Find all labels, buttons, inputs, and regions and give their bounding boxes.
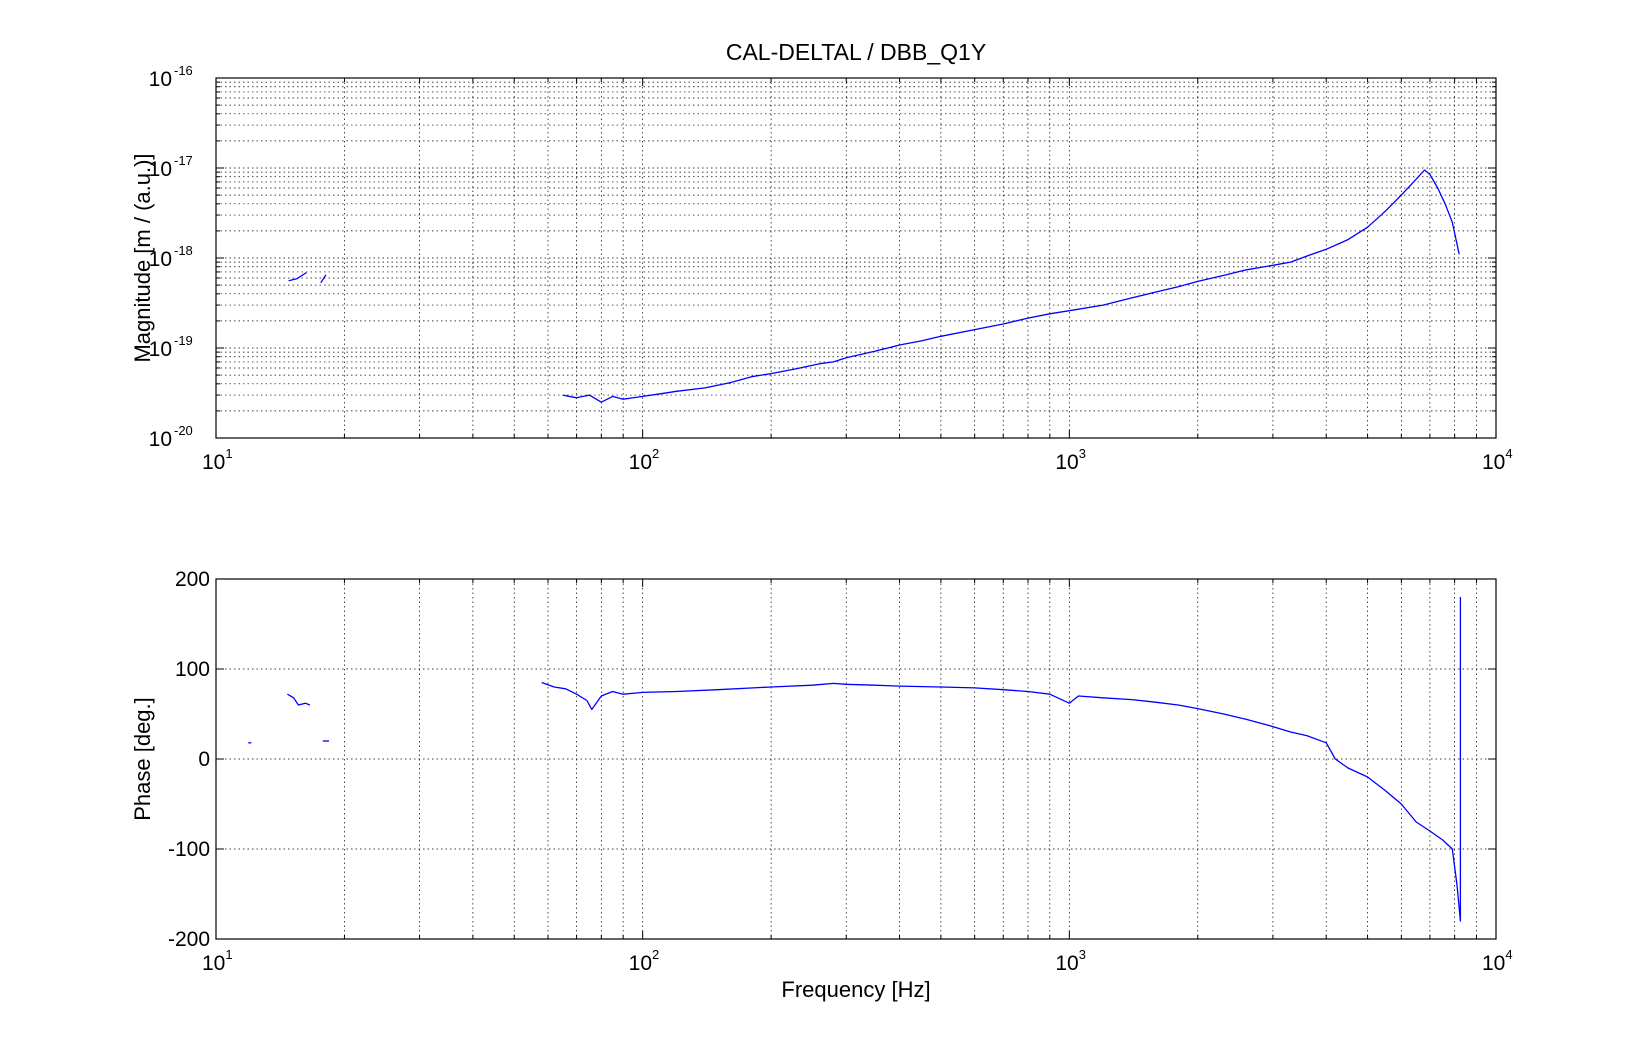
x-tick-exponent: 2 [652, 947, 659, 962]
y-tick-exponent: -16 [174, 63, 193, 78]
x-tick-label: 103 [1055, 947, 1086, 975]
chart-title: CAL-DELTAL / DBB_Q1Y [726, 39, 986, 65]
x-tick-exponent: 3 [1079, 947, 1086, 962]
phase-y-axis-label: Phase [deg.] [130, 697, 155, 821]
series-line [288, 271, 307, 282]
y-tick-label: 10 [149, 248, 172, 271]
phase-data [248, 597, 1462, 922]
x-tick-label: 104 [1482, 446, 1513, 474]
y-tick-label: 100 [175, 658, 210, 681]
y-tick-exponent: -17 [174, 153, 193, 168]
x-tick-label: 101 [202, 446, 233, 474]
phase-tick-marks [216, 578, 1496, 940]
x-tick-label: 102 [629, 947, 660, 975]
series-line [541, 597, 1462, 922]
y-tick-label: 200 [175, 568, 210, 591]
x-tick-label: 104 [1482, 947, 1513, 975]
magnitude-data [288, 169, 1460, 403]
y-tick-label: -200 [168, 928, 210, 951]
x-tick-exponent: 3 [1079, 446, 1086, 461]
phase-grid [216, 579, 1496, 939]
y-tick-exponent: -18 [174, 243, 193, 258]
x-tick-label: 103 [1055, 446, 1086, 474]
y-tick-label: 10 [149, 338, 172, 361]
magnitude-grid [216, 78, 1496, 438]
x-tick-exponent: 4 [1505, 446, 1512, 461]
series-line [320, 274, 327, 284]
magnitude-y-axis-label: Magnitude [m / (a.u.)] [130, 153, 155, 362]
y-tick-label: 10 [149, 68, 172, 91]
y-tick-label: 10 [149, 428, 172, 451]
x-tick-exponent: 1 [225, 947, 232, 962]
x-tick-exponent: 1 [225, 446, 232, 461]
series-line [287, 693, 311, 706]
x-tick-exponent: 4 [1505, 947, 1512, 962]
y-tick-exponent: -19 [174, 333, 193, 348]
y-tick-label: 0 [198, 748, 210, 771]
x-axis-label: Frequency [Hz] [781, 977, 930, 1002]
x-tick-label: 101 [202, 947, 233, 975]
phase-tick-labels: 101 102 103 104 -200 -100 0 100 200 [168, 568, 1513, 975]
y-tick-label: 10 [149, 158, 172, 181]
y-tick-label: -100 [168, 838, 210, 861]
series-line [562, 169, 1460, 403]
y-tick-exponent: -20 [174, 423, 193, 438]
magnitude-tick-marks [216, 78, 1496, 438]
x-tick-exponent: 2 [652, 446, 659, 461]
x-tick-label: 102 [629, 446, 660, 474]
phase-panel: 101 102 103 104 -200 -100 0 100 200 Phase [deg.]… [130, 568, 1513, 1002]
